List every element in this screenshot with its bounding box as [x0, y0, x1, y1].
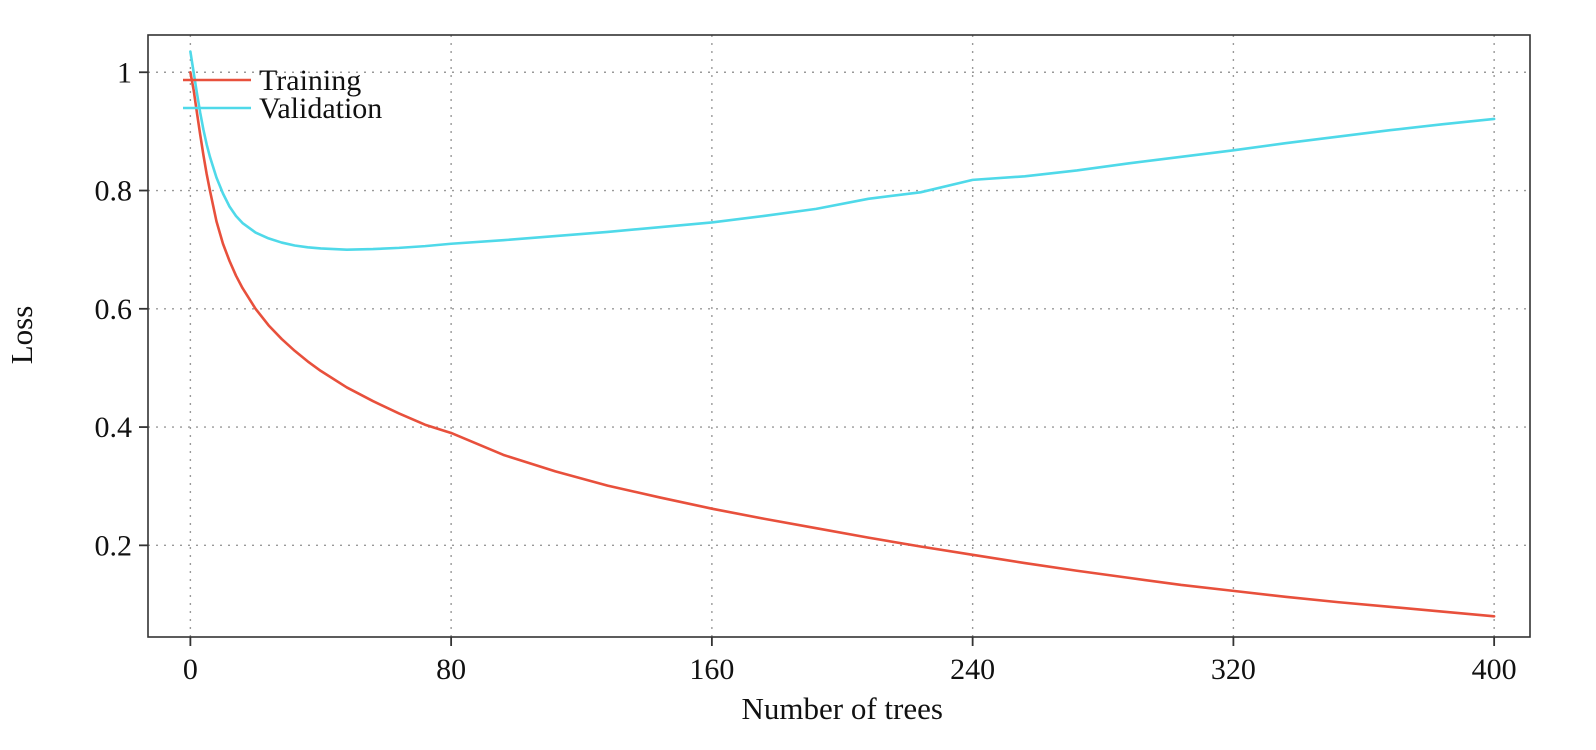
y-axis-title: Loss [4, 306, 39, 365]
legend-label-training: Training [259, 64, 361, 97]
validation-curve [189, 50, 1496, 251]
y-tick-label: 0.2 [95, 529, 133, 562]
x-tick-label: 0 [183, 653, 198, 686]
y-tick-label: 0.4 [95, 411, 133, 444]
y-tick-label: 0.6 [95, 293, 133, 326]
x-tick-label: 80 [436, 653, 466, 686]
x-tick-label: 320 [1211, 653, 1256, 686]
x-tick-label: 160 [689, 653, 734, 686]
plot-frame [147, 34, 1531, 638]
x-axis-title: Number of trees [742, 691, 943, 726]
y-tick-label: 0.8 [95, 175, 133, 208]
y-tick-label: 1 [117, 56, 132, 89]
legend-label-validation: Validation [259, 92, 382, 125]
x-tick-label: 240 [950, 653, 995, 686]
x-tick-label: 400 [1472, 653, 1517, 686]
training-curve [189, 70, 1496, 618]
